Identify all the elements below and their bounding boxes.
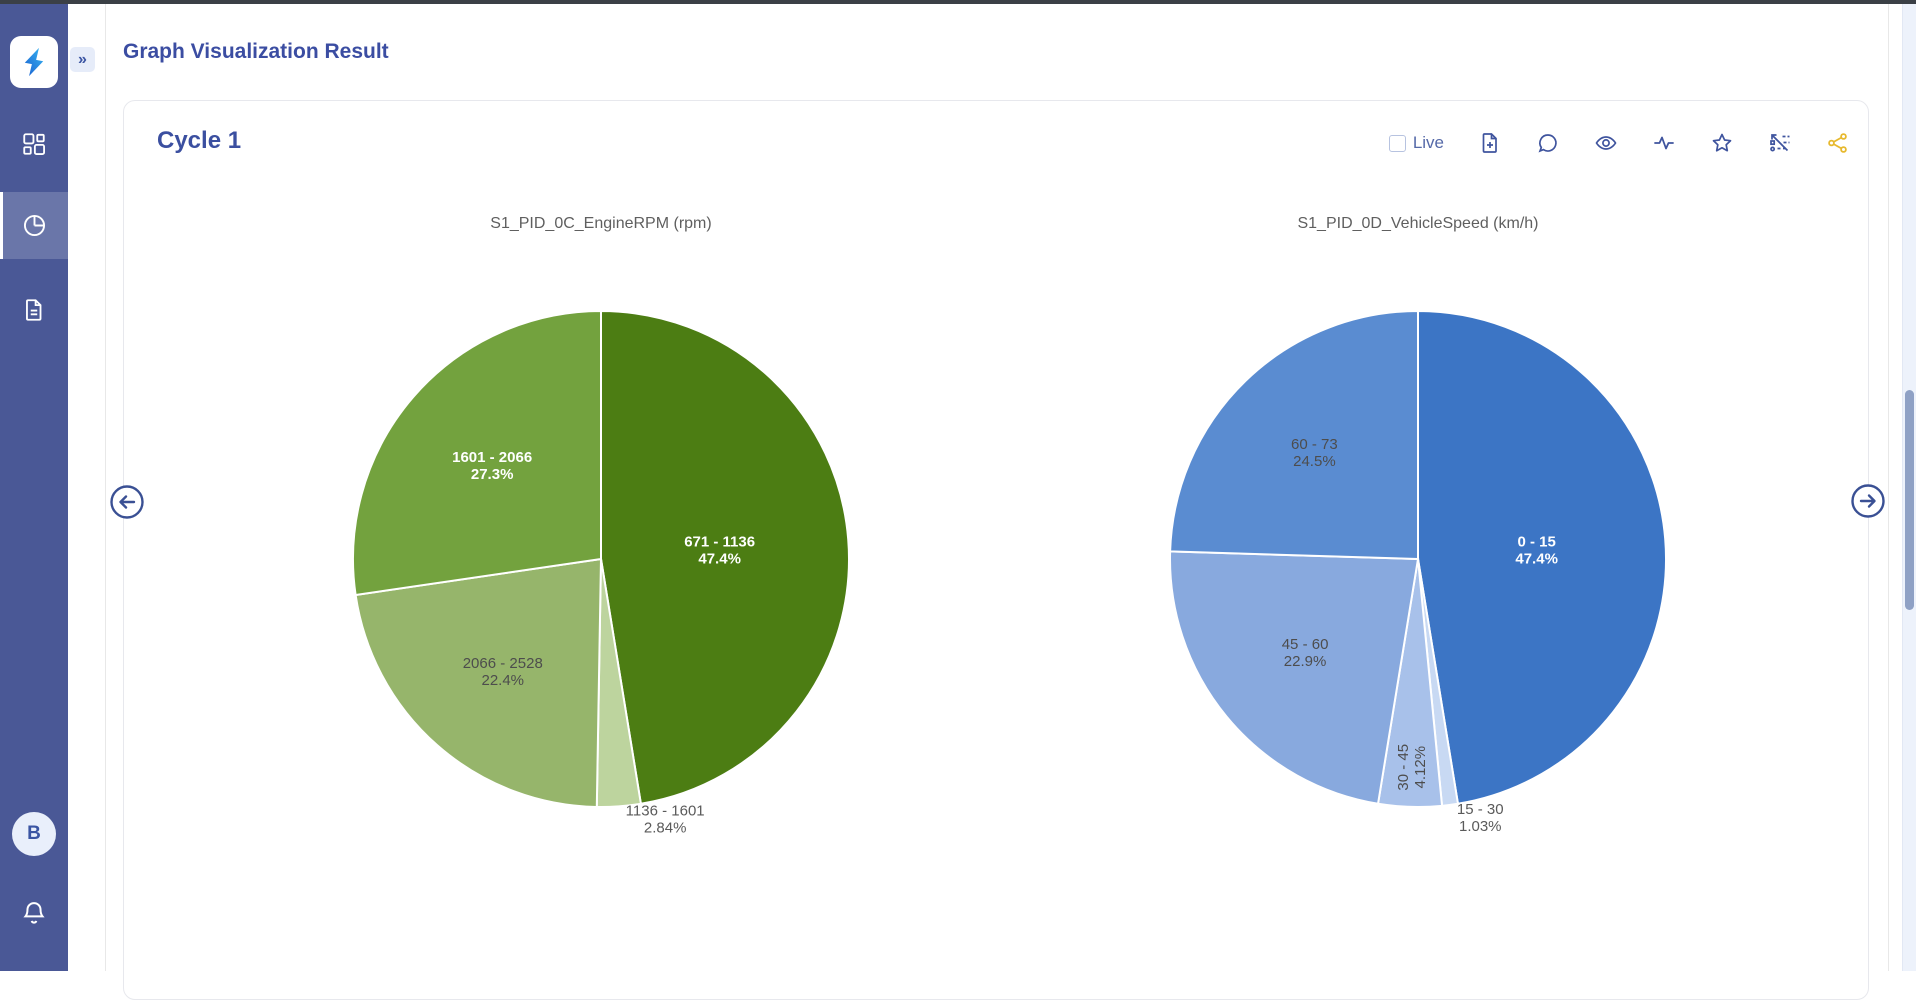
vertical-scrollbar-thumb[interactable]	[1905, 390, 1914, 610]
chart-title-vehiclespeed: S1_PID_0D_VehicleSpeed (km/h)	[1118, 215, 1718, 233]
pie-slice[interactable]	[1170, 551, 1418, 803]
activity-icon[interactable]	[1652, 131, 1676, 155]
live-label: Live	[1413, 133, 1444, 153]
live-checkbox[interactable]	[1389, 135, 1406, 152]
right-panel-divider	[1888, 4, 1889, 971]
pie-slice[interactable]	[356, 559, 601, 807]
sidebar-item-reports[interactable]	[0, 278, 68, 342]
document-icon	[21, 297, 47, 323]
star-icon[interactable]	[1710, 131, 1734, 155]
sidebar: B	[0, 4, 68, 971]
sidebar-item-dashboard[interactable]	[0, 112, 68, 176]
pie-chart-icon	[21, 212, 48, 239]
share-icon[interactable]	[1826, 131, 1850, 155]
cycle-card: Cycle 1 Live	[123, 100, 1869, 1000]
lightning-logo-icon	[17, 44, 51, 80]
left-panel-divider	[105, 4, 106, 971]
live-toggle[interactable]: Live	[1389, 133, 1444, 153]
comment-icon[interactable]	[1536, 131, 1560, 155]
card-toolbar: Live	[1389, 131, 1850, 155]
eye-icon[interactable]	[1594, 131, 1618, 155]
sidebar-expand-button[interactable]: »	[70, 47, 95, 72]
bell-icon	[20, 898, 48, 928]
prev-chart-button[interactable]	[109, 484, 145, 520]
chart-title-enginerpm: S1_PID_0C_EngineRPM (rpm)	[301, 215, 901, 233]
list-slash-icon[interactable]	[1768, 131, 1792, 155]
app-logo[interactable]	[10, 36, 58, 88]
pie-slice[interactable]	[1170, 311, 1418, 559]
sidebar-item-charts[interactable]	[0, 192, 68, 259]
window-top-strip	[0, 0, 1916, 4]
add-document-icon[interactable]	[1478, 131, 1502, 155]
card-title: Cycle 1	[157, 127, 241, 155]
notifications-button[interactable]	[20, 898, 48, 928]
user-avatar[interactable]: B	[12, 812, 56, 856]
pie-slice-label: 30 - 454.12%	[1395, 744, 1429, 791]
page-title: Graph Visualization Result	[123, 40, 389, 64]
dashboard-grid-icon	[21, 131, 47, 157]
vertical-scrollbar-track[interactable]	[1902, 4, 1916, 971]
next-chart-button[interactable]	[1850, 483, 1886, 519]
